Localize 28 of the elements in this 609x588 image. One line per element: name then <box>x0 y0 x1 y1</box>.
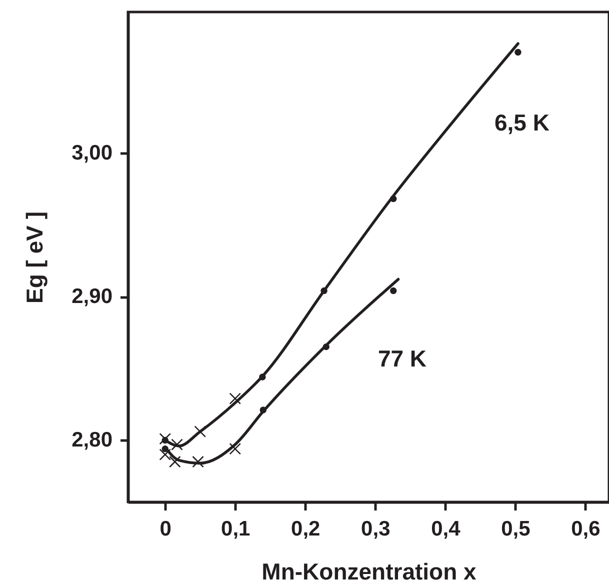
point <box>229 392 242 404</box>
y-tick-label: 2,90 <box>72 285 112 308</box>
point <box>259 374 266 380</box>
x-tick-label: 0,3 <box>361 518 390 540</box>
series-label: 77 K <box>378 345 427 372</box>
point <box>192 456 204 468</box>
y-tick-label: 2,80 <box>72 428 112 452</box>
y-axis-title: Eg [ eV ] <box>22 211 48 304</box>
x-axis-title: Mn-Konzentration x <box>262 558 477 584</box>
point <box>514 48 522 56</box>
x-tick-label: 0,2 <box>291 518 320 540</box>
point <box>162 445 168 452</box>
series-label: 6,5 K <box>494 110 550 136</box>
point <box>260 406 266 414</box>
x-tick-label: 0,5 <box>501 518 531 540</box>
x-tick-label: 0 <box>160 518 172 540</box>
point <box>322 343 330 350</box>
point <box>390 287 397 294</box>
point <box>320 287 328 294</box>
x-tick-label: 0,4 <box>431 518 461 540</box>
y-tick-label: 3,00 <box>72 141 112 164</box>
point <box>390 195 397 202</box>
x-tick-label: 0,1 <box>221 518 251 540</box>
x-tick-label: 0,6 <box>571 518 600 540</box>
point <box>169 456 181 468</box>
point <box>171 438 183 450</box>
point <box>159 448 171 460</box>
point <box>229 442 242 455</box>
